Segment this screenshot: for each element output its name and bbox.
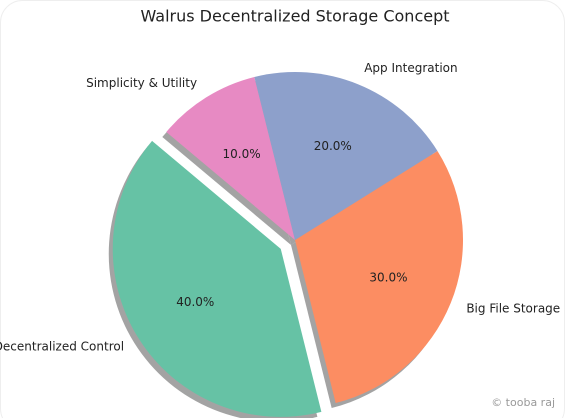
category-label: App Integration: [364, 61, 457, 75]
wedge: [295, 150, 463, 404]
wedge: [112, 140, 322, 417]
value-label: 40.0%: [176, 295, 214, 309]
value-label: 10.0%: [223, 147, 261, 161]
wedge: [254, 72, 438, 240]
chart-title: Walrus Decentralized Storage Concept: [140, 7, 449, 26]
category-label: Decentralized Control: [0, 339, 124, 353]
wedge: [166, 76, 295, 240]
watermark: © tooba raj: [491, 396, 555, 409]
value-label: 30.0%: [369, 270, 407, 284]
value-label: 20.0%: [314, 139, 352, 153]
category-label: Simplicity & Utility: [86, 76, 197, 90]
category-label: Big File Storage: [466, 302, 560, 316]
